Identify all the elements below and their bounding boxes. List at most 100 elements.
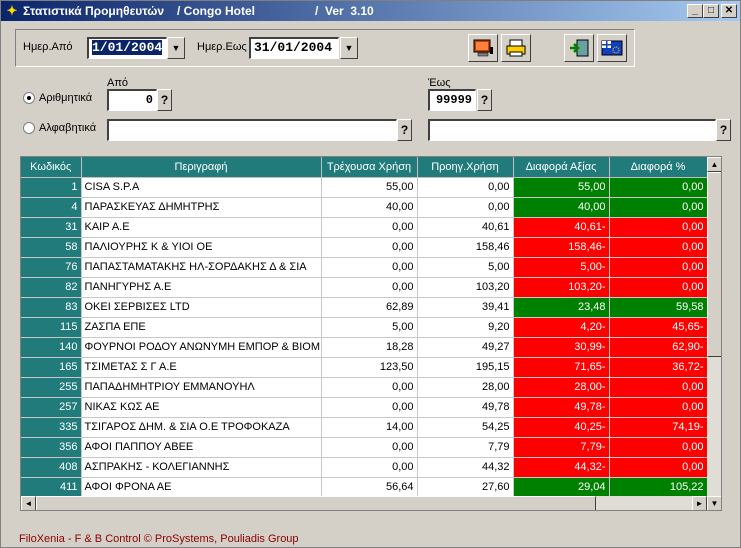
current-usage-cell: 62,89 [321, 297, 418, 318]
exit-button[interactable] [564, 34, 594, 62]
previous-usage-cell: 39,41 [417, 297, 514, 318]
print-button[interactable] [501, 34, 531, 62]
numeric-from-lookup-button[interactable]: ? [157, 89, 172, 111]
table-row[interactable]: 408 ΑΣΠΡΑΚΗΣ - ΚΟΛΕΓΙΑΝΝΗΣ 0,00 44,32 44,32-… [21, 457, 708, 478]
numeric-from-input[interactable]: 0 [107, 89, 157, 111]
percent-difference-cell: 45,65- [609, 317, 708, 338]
date-from-input[interactable]: 1/01/2004 [87, 37, 167, 59]
suppliers-grid[interactable]: Κωδικός Περιγραφή Τρέχουσα Χρήση Προηγ.Χρήσ… [20, 156, 722, 511]
title-bar[interactable]: ✦ Στατιστικά Προμηθευτών / Congo Hotel /… [1, 1, 740, 21]
table-row[interactable]: 335 ΤΣΙΓΑΡΟΣ ΔΗΜ. & ΣΙΑ Ο.Ε ΤΡΟΦΟΚΑΖΑ 14,0… [21, 417, 708, 438]
table-row[interactable]: 1 CISA S.P.A 55,00 0,00 55,00 0,00 [21, 177, 708, 198]
table-header-row: Κωδικός Περιγραφή Τρέχουσα Χρήση Προηγ.Χρήσ… [21, 157, 708, 178]
table-row[interactable]: 31 ΚΑΙΡ Α.Ε 0,00 40,61 40,61- 0,00 [21, 217, 708, 238]
date-from-dropdown-button[interactable]: ▼ [167, 37, 185, 59]
alpha-from-input[interactable] [107, 119, 397, 141]
percent-difference-cell: 0,00 [609, 257, 708, 278]
table-row[interactable]: 257 ΝΙΚΑΣ ΚΩΣ ΑΕ 0,00 49,78 49,78- 0,00 [21, 397, 708, 418]
table-row[interactable]: 115 ΖΑΣΠΑ ΕΠΕ 5,00 9,20 4,20- 45,65- [21, 317, 708, 338]
column-header[interactable]: Κωδικός [21, 157, 82, 178]
scroll-up-button[interactable]: ▲ [707, 157, 721, 172]
horizontal-scroll-thumb[interactable] [36, 496, 596, 510]
table-row[interactable]: 83 ΟΚΕΙ ΣΕΡΒΙΣΕΣ LTD 62,89 39,41 23,48 59,58 [21, 297, 708, 318]
supplier-name-cell: ΠΑΠΑΣΤΑΜΑΤΑΚΗΣ ΗΛ-ΣΟΡΔΑΚΗΣ Δ & ΣΙΑ [81, 257, 322, 278]
supplier-name-cell: ΑΦΟΙ ΠΑΠΠΟΥ ΑΒΕΕ [81, 437, 322, 458]
previous-usage-cell: 40,61 [417, 217, 514, 238]
scroll-right-button[interactable]: ► [692, 496, 707, 510]
maximize-button[interactable]: □ [703, 4, 719, 18]
close-button[interactable]: ✕ [721, 4, 737, 18]
previous-usage-cell: 28,00 [417, 377, 514, 398]
column-header[interactable]: Προηγ.Χρήση [417, 157, 514, 178]
previous-usage-cell: 44,32 [417, 457, 514, 478]
numeric-to-input[interactable]: 99999 [428, 89, 476, 111]
table-row[interactable]: 165 ΤΣΙΜΕΤΑΣ Σ Γ Α.Ε 123,50 195,15 71,65- 36,… [21, 357, 708, 378]
supplier-code-cell: 140 [21, 337, 82, 358]
alpha-to-lookup-button[interactable]: ? [716, 119, 731, 141]
flag-icon [601, 40, 623, 56]
supplier-code-cell: 76 [21, 257, 82, 278]
table-row[interactable]: 76 ΠΑΠΑΣΤΑΜΑΤΑΚΗΣ ΗΛ-ΣΟΡΔΑΚΗΣ Δ & ΣΙΑ 0,00… [21, 257, 708, 278]
window-title-app: Στατιστικά Προμηθευτών [23, 4, 165, 18]
value-difference-cell: 40,00 [513, 197, 610, 218]
current-usage-cell: 0,00 [321, 237, 418, 258]
supplier-name-cell: ΚΑΙΡ Α.Ε [81, 217, 322, 238]
preview-button[interactable] [468, 34, 498, 62]
percent-difference-cell: 0,00 [609, 277, 708, 298]
date-from-label: Ημερ.Από [23, 41, 73, 53]
minimize-button[interactable]: _ [687, 4, 703, 18]
supplier-name-cell: ΠΑΛΙΟΥΡΗΣ Κ & ΥΙΟΙ ΟΕ [81, 237, 322, 258]
column-header[interactable]: Διαφορά Αξίας [513, 157, 610, 178]
table-row[interactable]: 140 ΦΟΥΡΝΟΙ ΡΟΔΟΥ ΑΝΩΝΥΜΗ ΕΜΠΟΡ & ΒΙΟΜ 18,… [21, 337, 708, 358]
previous-usage-cell: 158,46 [417, 237, 514, 258]
alpha-to-input[interactable] [428, 119, 716, 141]
previous-usage-cell: 0,00 [417, 177, 514, 198]
vertical-scroll-thumb[interactable] [707, 172, 721, 357]
supplier-code-cell: 411 [21, 477, 82, 498]
scroll-left-button[interactable]: ◄ [21, 496, 36, 510]
table-row[interactable]: 4 ΠΑΡΑΣΚΕΥΑΣ ΔΗΜΗΤΡΗΣ 40,00 0,00 40,00 0,00 [21, 197, 708, 218]
monitor-icon [473, 39, 493, 57]
vertical-scrollbar[interactable]: ▲ ▼ [707, 157, 721, 510]
numeric-radio[interactable] [23, 92, 35, 104]
date-from-value: 1/01/2004 [92, 40, 163, 55]
previous-usage-cell: 103,20 [417, 277, 514, 298]
supplier-code-cell: 4 [21, 197, 82, 218]
exit-door-icon [570, 39, 589, 57]
alpha-from-lookup-button[interactable]: ? [397, 119, 412, 141]
percent-difference-cell: 36,72- [609, 357, 708, 378]
table-row[interactable]: 255 ΠΑΠΑΔΗΜΗΤΡΙΟΥ ΕΜΜΑΝΟΥΗΛ 0,00 28,00 28,00… [21, 377, 708, 398]
horizontal-scrollbar[interactable]: ◄ ► [21, 496, 707, 510]
current-usage-cell: 55,00 [321, 177, 418, 198]
previous-usage-cell: 49,27 [417, 337, 514, 358]
percent-difference-cell: 0,00 [609, 437, 708, 458]
table-row[interactable]: 356 ΑΦΟΙ ΠΑΠΠΟΥ ΑΒΕΕ 0,00 7,79 7,79- 0,00 [21, 437, 708, 458]
column-header[interactable]: Περιγραφή [81, 157, 322, 178]
scroll-down-button[interactable]: ▼ [707, 496, 721, 510]
date-to-input[interactable]: 31/01/2004 [249, 37, 339, 59]
value-difference-cell: 158,46- [513, 237, 610, 258]
current-usage-cell: 0,00 [321, 377, 418, 398]
column-header[interactable]: Τρέχουσα Χρήση [321, 157, 418, 178]
percent-difference-cell: 74,19- [609, 417, 708, 438]
language-button[interactable] [597, 34, 627, 62]
current-usage-cell: 0,00 [321, 257, 418, 278]
table-row[interactable]: 82 ΠΑΝΗΓΥΡΗΣ Α.Ε 0,00 103,20 103,20- 0,00 [21, 277, 708, 298]
table-row[interactable]: 58 ΠΑΛΙΟΥΡΗΣ Κ & ΥΙΟΙ ΟΕ 0,00 158,46 158,46-… [21, 237, 708, 258]
previous-usage-cell: 9,20 [417, 317, 514, 338]
alpha-radio-label: Αλφαβητικά [39, 122, 97, 134]
supplier-name-cell: ΖΑΣΠΑ ΕΠΕ [81, 317, 322, 338]
status-bar-credits: FiloXenia - F & B Control © ProSystems, … [19, 533, 299, 545]
value-difference-cell: 40,25- [513, 417, 610, 438]
date-to-dropdown-button[interactable]: ▼ [340, 37, 358, 59]
column-header[interactable]: Διαφορά % [609, 157, 708, 178]
numeric-to-lookup-button[interactable]: ? [477, 89, 492, 111]
date-to-label: Ημερ.Εως [197, 41, 247, 53]
suppliers-table: Κωδικός Περιγραφή Τρέχουσα Χρήση Προηγ.Χρήσ… [21, 157, 708, 510]
alpha-radio[interactable] [23, 122, 35, 134]
value-difference-cell: 71,65- [513, 357, 610, 378]
table-row[interactable]: 411 ΑΦΟΙ ΦΡΟΝΑ ΑΕ 56,64 27,60 29,04 105,22 [21, 477, 708, 498]
star-icon: ✦ [6, 3, 18, 18]
percent-difference-cell: 0,00 [609, 217, 708, 238]
